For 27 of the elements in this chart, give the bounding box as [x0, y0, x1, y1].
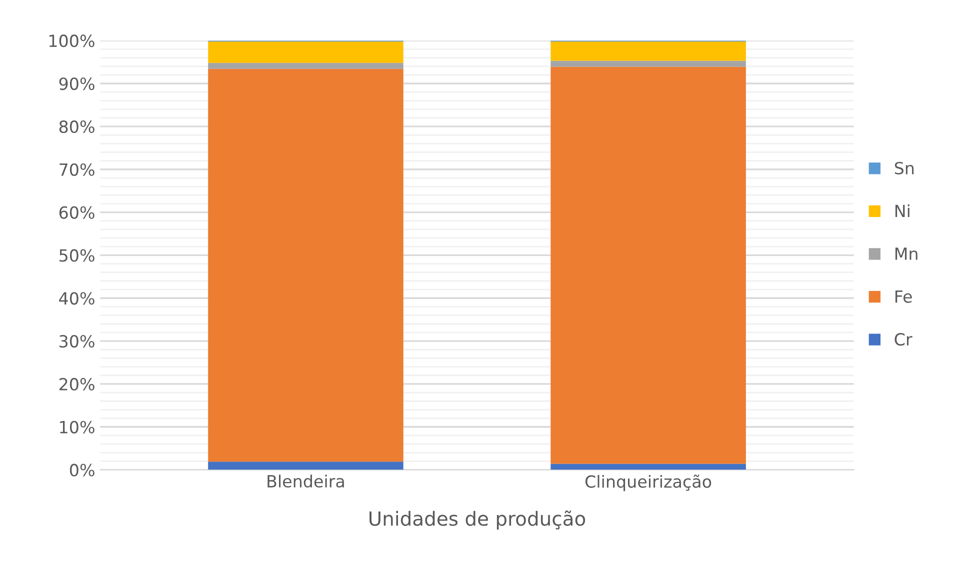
bar	[208, 62, 404, 69]
x-tick-label: Clinqueirização	[585, 474, 712, 492]
bar	[550, 60, 746, 67]
y-tick-label: 30%	[60, 335, 94, 348]
x-axis-title: Unidades de produção	[370, 510, 586, 530]
legend-label: Ni	[895, 204, 910, 217]
legend-label: Sn	[894, 162, 914, 174]
y-tick-label: 0%	[70, 464, 94, 476]
legend-label: Mn	[895, 248, 918, 260]
x-tick-label: Blendeira	[268, 474, 344, 488]
legend-label: Cr	[894, 333, 912, 346]
y-tick-label: 90%	[59, 77, 94, 90]
y-tick-label: 50%	[60, 249, 94, 262]
y-tick-label: 20%	[59, 378, 94, 391]
y-tick-label: 100%	[49, 34, 94, 48]
bar	[550, 41, 746, 61]
y-tick-label: 70%	[60, 163, 94, 176]
bar	[550, 66, 746, 464]
bar	[208, 41, 404, 63]
y-tick-label: 10%	[60, 420, 94, 434]
bar	[208, 462, 404, 470]
y-tick-label: 40%	[59, 292, 94, 305]
bar	[208, 68, 404, 462]
legend-label: Fe	[895, 290, 912, 303]
y-tick-label: 80%	[59, 120, 94, 134]
bar	[550, 464, 746, 470]
y-tick-label: 60%	[59, 206, 94, 219]
